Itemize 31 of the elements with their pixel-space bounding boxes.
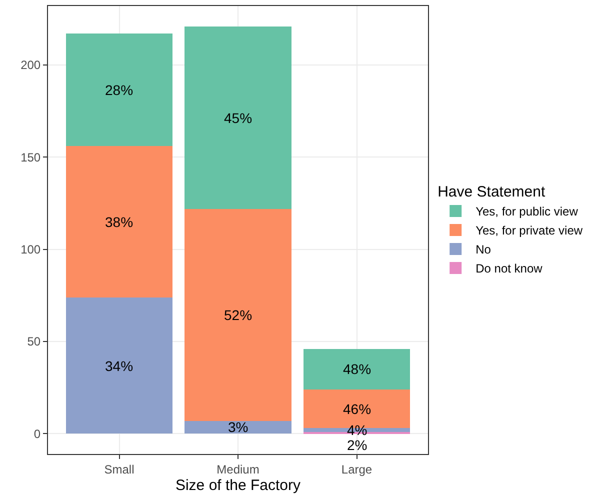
- bar: [66, 146, 173, 298]
- annotation: 52%: [224, 307, 252, 323]
- x-tick-label: Small: [104, 462, 134, 476]
- x-axis-title: Size of the Factory: [175, 477, 302, 494]
- annotation: 4%: [347, 422, 368, 438]
- annotation: 45%: [224, 110, 252, 126]
- annotation: 38%: [105, 214, 134, 230]
- annotation: 34%: [105, 358, 134, 374]
- annotation: 28%: [105, 82, 134, 98]
- annotation: 3%: [228, 419, 248, 435]
- y-tick-label: 50: [27, 334, 41, 349]
- annotation: 46%: [343, 401, 372, 417]
- legend-label: No: [476, 242, 492, 257]
- legend-label: Do not know: [476, 262, 543, 276]
- y-tick-label: 0: [34, 426, 41, 441]
- y-tick-label: 150: [20, 150, 41, 164]
- bar: [184, 26, 292, 209]
- x-tick-label: Medium: [216, 462, 260, 476]
- bar: [184, 208, 292, 421]
- y-tick-label: 200: [20, 58, 41, 72]
- y-tick-label: 100: [20, 242, 41, 257]
- legend-label: Yes, for private view: [476, 224, 583, 238]
- annotation: 2%: [347, 437, 368, 453]
- bar: [66, 297, 173, 434]
- bar: [184, 420, 292, 434]
- bar: [66, 34, 173, 146]
- legend-label: Yes, for public view: [476, 204, 578, 219]
- legend-title: Have Statement: [438, 184, 546, 200]
- x-tick-label: Large: [341, 462, 372, 476]
- bar: [303, 348, 410, 390]
- annotation: 48%: [343, 361, 372, 377]
